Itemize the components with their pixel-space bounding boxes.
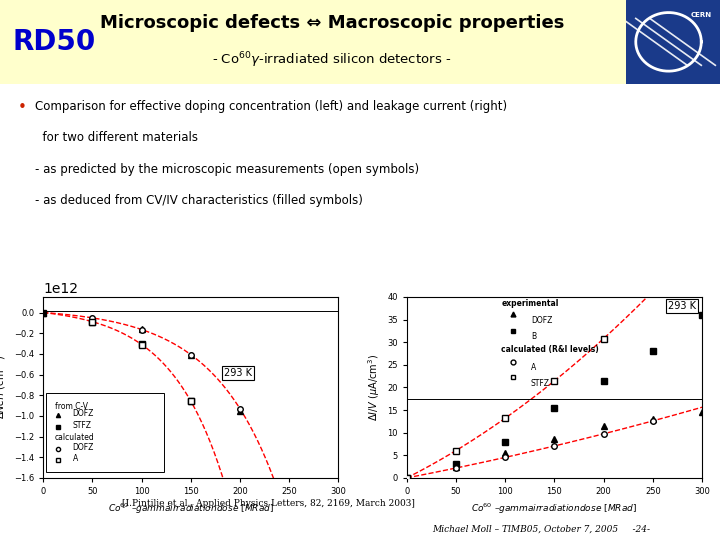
Text: RD50: RD50 (12, 28, 96, 56)
X-axis label: $\it{Co}$$^{60}$ $\it{– gamma irradiation dose\ [MRad]}$: $\it{Co}$$^{60}$ $\it{– gamma irradiatio… (108, 502, 274, 516)
Text: calculated: calculated (55, 433, 95, 442)
Text: 293 K: 293 K (668, 301, 696, 310)
Text: DOFZ: DOFZ (73, 409, 94, 418)
Text: A: A (73, 454, 78, 463)
Y-axis label: $\Delta Neff\ \rm{(cm^{-3})}$: $\Delta Neff\ \rm{(cm^{-3})}$ (0, 355, 9, 420)
Text: [I.Pintilie et al., Applied Physics Letters, 82, 2169, March 2003]: [I.Pintilie et al., Applied Physics Lett… (122, 499, 415, 508)
Text: CERN: CERN (690, 12, 712, 18)
Text: A: A (531, 363, 536, 372)
Text: Microscopic defects ⇔ Macroscopic properties: Microscopic defects ⇔ Macroscopic proper… (100, 15, 564, 32)
FancyBboxPatch shape (46, 393, 164, 472)
Text: •: • (18, 100, 27, 115)
Text: DOFZ: DOFZ (531, 316, 552, 325)
Text: Michael Moll – TlMB05, October 7, 2005     -24-: Michael Moll – TlMB05, October 7, 2005 -… (432, 525, 650, 534)
Text: for two different materials: for two different materials (35, 131, 197, 144)
Text: - Co$^{60}\gamma$-irradiated silicon detectors -: - Co$^{60}\gamma$-irradiated silicon det… (212, 50, 451, 70)
Text: Comparison for effective doping concentration (left) and leakage current (right): Comparison for effective doping concentr… (35, 100, 507, 113)
Text: - as deduced from CV/IV characteristics (filled symbols): - as deduced from CV/IV characteristics … (35, 194, 362, 207)
Text: STFZ: STFZ (531, 379, 550, 388)
Y-axis label: $\Delta I/V\ (\mu\rm{A/cm^3})$: $\Delta I/V\ (\mu\rm{A/cm^3})$ (366, 354, 382, 421)
Text: B: B (531, 332, 536, 341)
Text: experimental: experimental (501, 299, 559, 308)
Text: DOFZ: DOFZ (73, 443, 94, 451)
Text: calculated (R&I levels): calculated (R&I levels) (501, 345, 599, 354)
Text: from C-V: from C-V (55, 402, 88, 411)
Text: 293 K: 293 K (224, 368, 252, 378)
X-axis label: $\it{Co}$$^{60}$ $\it{– gamma irradiation dose\ [MRad]}$: $\it{Co}$$^{60}$ $\it{– gamma irradiatio… (472, 502, 637, 516)
Text: STFZ: STFZ (73, 421, 91, 430)
Text: - as predicted by the microscopic measurements (open symbols): - as predicted by the microscopic measur… (35, 163, 419, 176)
